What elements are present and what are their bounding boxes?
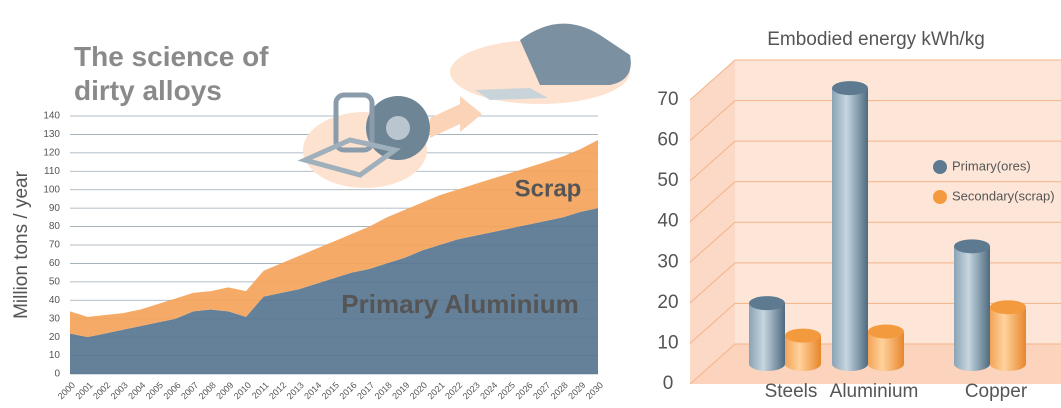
x-tick-label: 2026 bbox=[513, 380, 534, 401]
x-tick-label: 2013 bbox=[285, 380, 306, 401]
y-tick-label: 50 bbox=[49, 276, 61, 287]
x-tick-label: 2014 bbox=[302, 380, 323, 401]
x-tick-label: 2001 bbox=[73, 380, 94, 401]
area bbox=[70, 208, 598, 374]
grid-line bbox=[689, 302, 1061, 344]
y-tick-label: 90 bbox=[49, 203, 61, 214]
y-tick-label: 120 bbox=[43, 147, 60, 158]
cylinder-top bbox=[785, 328, 821, 343]
cylinder bbox=[868, 331, 904, 371]
y-tick-label: 60 bbox=[49, 258, 61, 269]
y-tick-label: 130 bbox=[43, 129, 60, 140]
x-tick-label: 2007 bbox=[179, 380, 200, 401]
legend-marker bbox=[933, 190, 947, 204]
x-tick-label: 2022 bbox=[443, 380, 464, 401]
x-tick-label: 2004 bbox=[126, 380, 147, 401]
x-tick-label: 2025 bbox=[496, 380, 517, 401]
y-axis-label: Million tons / year bbox=[11, 170, 32, 319]
cylinder bbox=[785, 335, 821, 371]
grid-line bbox=[689, 100, 1061, 141]
grid-line bbox=[689, 140, 1061, 182]
legend-marker bbox=[933, 160, 947, 174]
x-tick-label: 2028 bbox=[549, 380, 570, 401]
chart-title: The science of dirty alloys bbox=[74, 41, 269, 106]
chart-title: Embodied energy kWh/kg bbox=[767, 29, 985, 50]
area bbox=[70, 139, 598, 338]
x-tick-label: 2002 bbox=[91, 380, 112, 401]
x-tick-label: 2012 bbox=[267, 380, 288, 401]
y-tick-label: 40 bbox=[657, 211, 678, 232]
x-tick-label: 2017 bbox=[355, 380, 376, 401]
cylinder bbox=[749, 303, 785, 371]
x-tick-label: Steels bbox=[765, 381, 818, 402]
y-tick-label: 140 bbox=[43, 111, 60, 122]
x-tick-label: 2009 bbox=[214, 380, 235, 401]
y-tick-label: 10 bbox=[49, 350, 61, 361]
x-tick-label: 2008 bbox=[197, 380, 218, 401]
y-tick-label: 40 bbox=[49, 295, 61, 306]
y-tick-label: 0 bbox=[663, 373, 674, 394]
x-tick-label: 2024 bbox=[478, 380, 499, 401]
x-tick-label: Aluminium bbox=[830, 381, 919, 402]
y-tick-label: 70 bbox=[657, 89, 678, 110]
y-tick-label: 80 bbox=[49, 221, 61, 232]
y-tick-label: 30 bbox=[49, 313, 61, 324]
cylinder-top bbox=[868, 324, 904, 339]
illustration bbox=[297, 23, 631, 188]
x-tick-label: 2015 bbox=[320, 380, 341, 401]
y-tick-label: 100 bbox=[43, 184, 60, 195]
grid-line bbox=[689, 59, 1061, 101]
x-tick-label: 2016 bbox=[337, 380, 358, 401]
y-tick-label: 70 bbox=[49, 240, 61, 251]
cylinder-top bbox=[749, 296, 785, 311]
x-tick-label: 2010 bbox=[232, 380, 253, 401]
cylinder bbox=[954, 246, 990, 371]
y-tick-label: 30 bbox=[657, 251, 678, 272]
x-tick-label: 2029 bbox=[566, 380, 587, 401]
x-tick-label: 2011 bbox=[250, 380, 271, 401]
y-tick-label: 50 bbox=[657, 170, 678, 191]
y-tick-label: 110 bbox=[44, 166, 60, 177]
x-tick-label: 2027 bbox=[531, 380, 552, 401]
cylinder-top bbox=[990, 300, 1026, 315]
x-tick-label: 2003 bbox=[109, 380, 130, 401]
legend-label: Secondary(scrap) bbox=[952, 188, 1055, 203]
x-tick-label: 2021 bbox=[425, 380, 446, 401]
grid-line bbox=[689, 221, 1061, 263]
x-tick-label: 2018 bbox=[373, 380, 394, 401]
x-tick-label: 2006 bbox=[161, 380, 182, 401]
cylinder bbox=[990, 307, 1026, 371]
cylinder-top bbox=[832, 81, 868, 96]
x-tick-label: 2030 bbox=[584, 380, 605, 401]
side-wall bbox=[690, 60, 735, 384]
grid-line bbox=[689, 343, 1061, 385]
x-tick-label: Copper bbox=[965, 381, 1028, 402]
y-tick-label: 10 bbox=[657, 332, 678, 353]
cylinder bbox=[832, 88, 868, 371]
cylinder-top bbox=[954, 239, 990, 254]
grid-line bbox=[689, 181, 1061, 223]
x-tick-label: 2000 bbox=[56, 380, 77, 401]
y-tick-label: 20 bbox=[657, 292, 678, 313]
y-tick-label: 20 bbox=[49, 332, 61, 343]
area-label: Primary Aluminium bbox=[341, 289, 578, 319]
y-tick-label: 0 bbox=[54, 369, 60, 380]
area-label: Scrap bbox=[515, 175, 582, 202]
x-tick-label: 2023 bbox=[461, 380, 482, 401]
legend-label: Primary(ores) bbox=[952, 158, 1031, 173]
x-tick-label: 2019 bbox=[390, 380, 411, 401]
y-tick-label: 60 bbox=[657, 130, 678, 151]
grid-line bbox=[689, 262, 1061, 304]
x-tick-label: 2020 bbox=[408, 380, 429, 401]
x-tick-label: 2005 bbox=[144, 380, 165, 401]
